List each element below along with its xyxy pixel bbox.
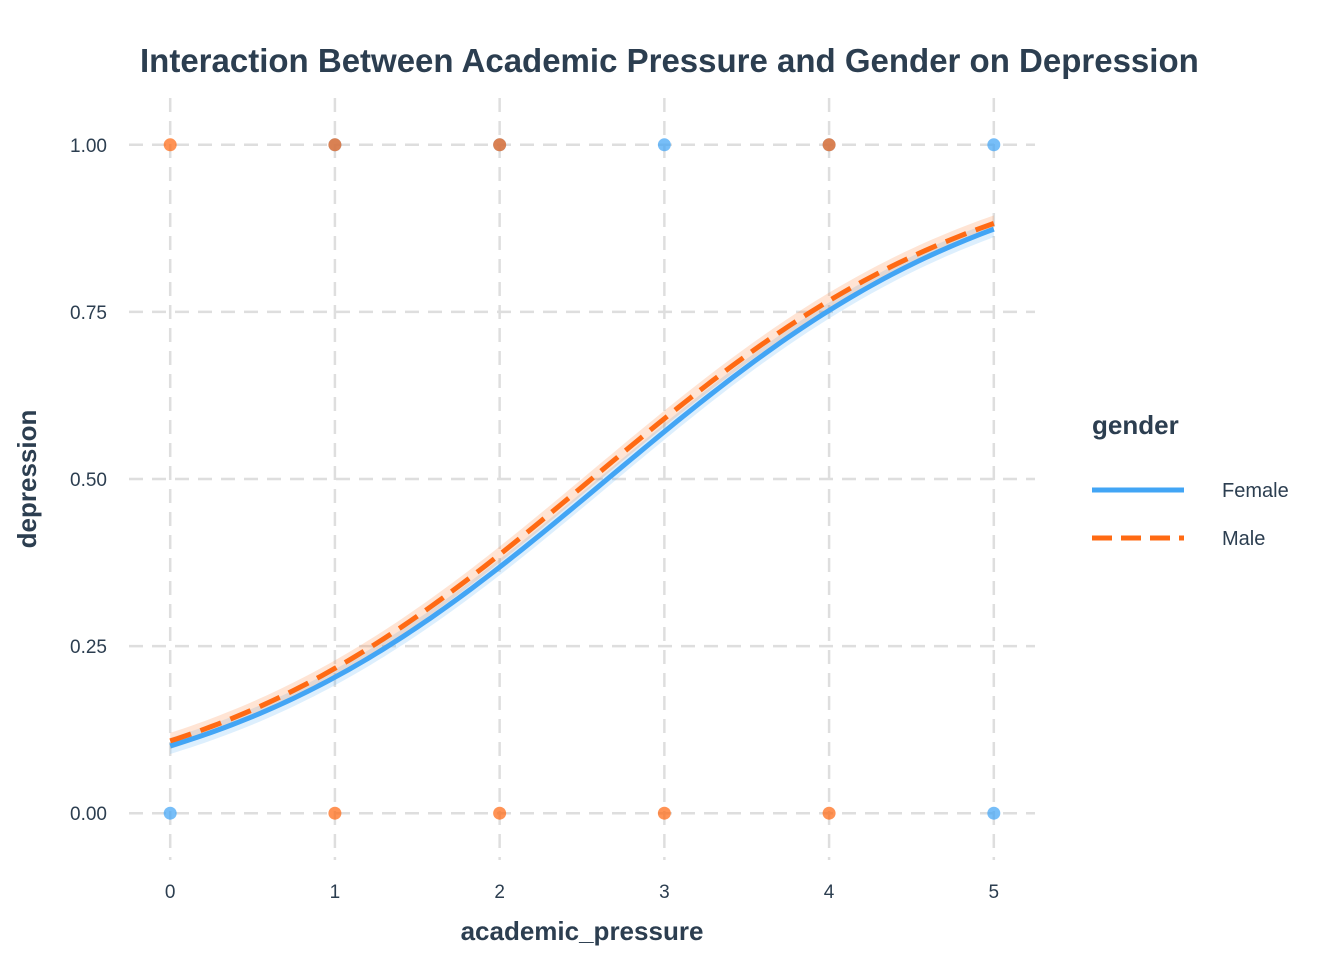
series-line-layer <box>169 221 995 749</box>
y-tick-label-0.50: 0.50 <box>70 470 107 491</box>
data-point-male-7 <box>493 138 507 152</box>
data-point-male-0 <box>163 138 177 152</box>
legend-label-female: Female <box>1222 480 1289 502</box>
y-tick-label-0.25: 0.25 <box>70 637 107 658</box>
fit-line-female <box>169 226 995 749</box>
legend-label-male: Male <box>1222 528 1265 550</box>
tick-label-layer: 0 1 2 3 4 5 0.00 0.25 0.50 0.75 1.00 <box>70 136 999 903</box>
confidence-band-layer <box>170 215 994 754</box>
x-tick-label-4: 4 <box>824 882 835 903</box>
x-tick-label-3: 3 <box>659 882 670 903</box>
data-point-male-4 <box>822 806 836 820</box>
data-point-female-6 <box>987 806 1001 820</box>
x-tick-label-1: 1 <box>330 882 341 903</box>
fit-line-male <box>169 221 995 744</box>
x-tick-label-5: 5 <box>989 882 1000 903</box>
data-point-female-0 <box>163 806 177 820</box>
y-tick-label-0.75: 0.75 <box>70 303 107 324</box>
y-tick-label-1.00: 1.00 <box>70 136 107 157</box>
y-tick-label-0.00: 0.00 <box>70 804 107 825</box>
data-point-male-2 <box>493 806 507 820</box>
x-axis-title: academic_pressure <box>461 916 704 946</box>
data-point-male-5 <box>822 138 836 152</box>
data-point-male-1 <box>328 806 342 820</box>
legend: gender Female Male <box>1092 410 1289 550</box>
data-point-male-6 <box>328 138 342 152</box>
x-tick-label-0: 0 <box>165 882 176 903</box>
data-point-female-3 <box>657 138 671 152</box>
legend-items: Female Male <box>1092 480 1289 550</box>
data-point-male-3 <box>657 806 671 820</box>
chart-title: Interaction Between Academic Pressure an… <box>140 42 1199 79</box>
data-point-layer <box>163 138 1001 820</box>
confidence-band-male <box>170 215 994 749</box>
legend-title: gender <box>1092 410 1179 440</box>
x-tick-label-2: 2 <box>494 882 505 903</box>
data-point-female-5 <box>987 138 1001 152</box>
y-axis-title: depression <box>12 410 42 549</box>
